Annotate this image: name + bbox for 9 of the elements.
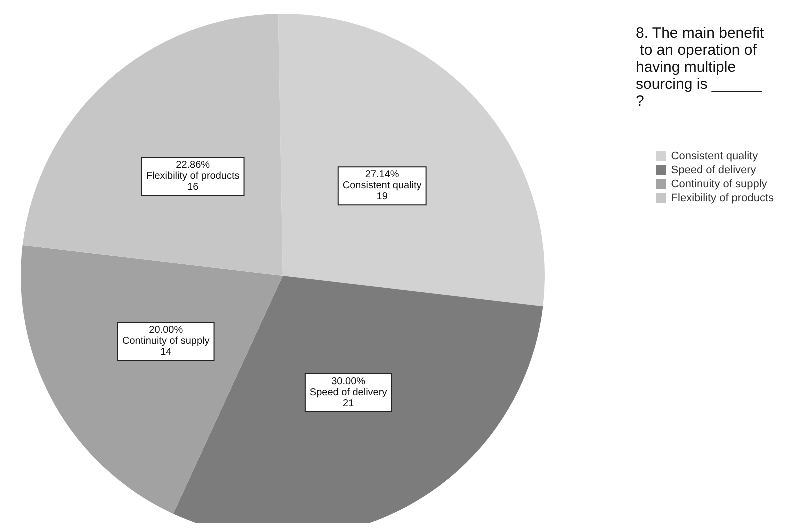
data-label: 30.00% Speed of delivery 21 [310, 376, 388, 410]
data-label: 22.86% Flexibility of products 16 [146, 160, 240, 194]
legend-label: Flexibility of products [671, 192, 774, 204]
data-label: 20.00% Continuity of supply 14 [122, 325, 210, 358]
legend-label: Continuity of supply [671, 178, 768, 190]
legend-label: Speed of delivery [671, 164, 757, 176]
data-label: 27.14% Consistent quality 19 [342, 170, 422, 203]
legend-label: Consistent quality [671, 150, 759, 162]
text: 8. The main benefit to an operation of having multiple sourcing is ______? [636, 25, 765, 110]
